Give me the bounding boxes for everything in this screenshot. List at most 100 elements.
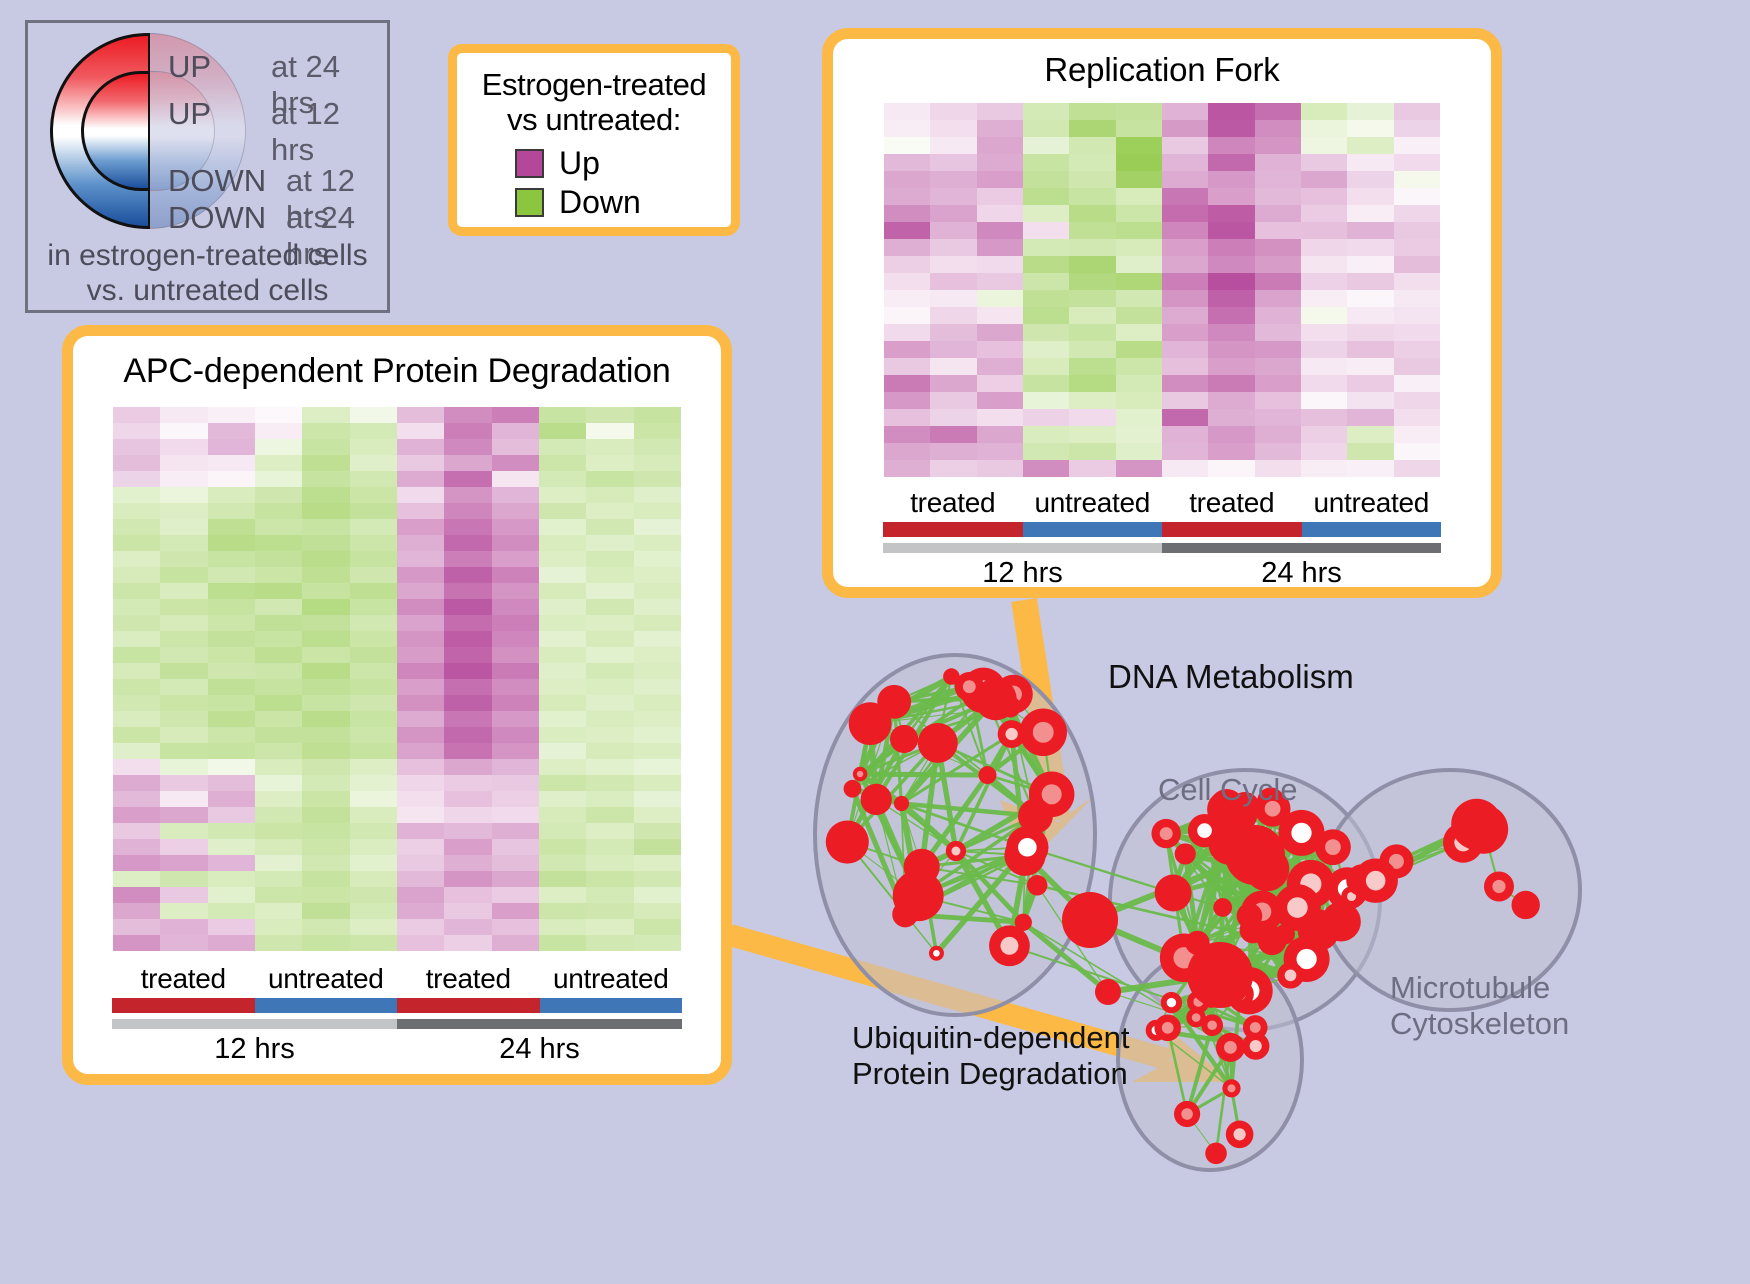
network-node [861, 784, 892, 815]
heatmap-cell [397, 615, 444, 631]
heatmap-cell [208, 727, 255, 743]
heatmap-cell [208, 647, 255, 663]
panel-replication-fork: Replication Fork treated untreated treat… [822, 28, 1502, 598]
axis-group-color-bar-replication [883, 522, 1441, 537]
heatmap-cell [492, 775, 539, 791]
heatmap-cell [397, 599, 444, 615]
heatmap-cell [255, 631, 302, 647]
heatmap-cell [1255, 188, 1301, 205]
heatmap-cell [977, 205, 1023, 222]
heatmap-cell [113, 871, 160, 887]
heatmap-cell [634, 455, 681, 471]
heatmap-cell [539, 647, 586, 663]
square-swatch-icon-up [515, 149, 544, 178]
heatmap-cell [977, 137, 1023, 154]
heatmap-cell [350, 759, 397, 775]
heatmap-cell [1301, 103, 1347, 120]
network-node-core [1181, 1108, 1193, 1120]
heatmap-cell [1394, 409, 1440, 426]
heatmap-cell [977, 171, 1023, 188]
heatmap-cell [634, 679, 681, 695]
heatmap-cell [444, 439, 491, 455]
heatmap-cell [884, 290, 930, 307]
heatmap-cell [586, 743, 633, 759]
heatmap-cell [1301, 307, 1347, 324]
heatmap-cell [1208, 341, 1254, 358]
heatmap-cell [1347, 460, 1393, 477]
heatmap-cell [1069, 256, 1115, 273]
heatmap-cell [586, 535, 633, 551]
heatmap-cell [302, 919, 349, 935]
heatmap-cell [1394, 290, 1440, 307]
heatmap-cell [1162, 222, 1208, 239]
heatmap-cell [113, 439, 160, 455]
heatmap-cell [444, 727, 491, 743]
heatmap-cell [1347, 273, 1393, 290]
heatmap-cell [1023, 137, 1069, 154]
heatmap-cell [492, 903, 539, 919]
heatmap-cell [884, 120, 930, 137]
heatmap-cell [208, 423, 255, 439]
heatmap-cell [1347, 103, 1393, 120]
heatmap-cell [634, 807, 681, 823]
heatmap-cell [586, 407, 633, 423]
heatmap-cell [113, 919, 160, 935]
heatmap-cell [1347, 358, 1393, 375]
heatmap-cell [1116, 324, 1162, 341]
heatmap-cell [539, 535, 586, 551]
heatmap-cell [1162, 358, 1208, 375]
heatmap-cell [1162, 188, 1208, 205]
heatmap-cell [1162, 341, 1208, 358]
heatmap-cell [1023, 307, 1069, 324]
network-node [918, 723, 958, 763]
heatmap-cell [160, 871, 207, 887]
heatmap-cell [977, 120, 1023, 137]
heatmap-cell [350, 439, 397, 455]
heatmap-cell [586, 647, 633, 663]
network-node [1062, 892, 1118, 948]
heatmap-cell [1116, 103, 1162, 120]
heatmap-cell [397, 791, 444, 807]
heatmap-cell [160, 535, 207, 551]
panel-apc-degradation: APC-dependent Protein Degradation treate… [62, 325, 732, 1085]
heatmap-cell [1394, 324, 1440, 341]
heatmap-cell [586, 903, 633, 919]
heatmap-cell [634, 487, 681, 503]
heatmap-cell [255, 647, 302, 663]
heatmap-cell [1162, 103, 1208, 120]
heatmap-cell [539, 823, 586, 839]
heatmap-cell [1394, 103, 1440, 120]
heatmap-cell [884, 392, 930, 409]
heatmap-cell [586, 423, 633, 439]
heatmap-cell [160, 791, 207, 807]
network-node [1237, 903, 1263, 929]
heatmap-cell [255, 855, 302, 871]
heatmap-cell [1347, 443, 1393, 460]
heatmap-cell [539, 487, 586, 503]
heatmap-cell [302, 599, 349, 615]
heatmap-cell [1347, 409, 1393, 426]
heatmap-cell [884, 256, 930, 273]
heatmap-cell [539, 583, 586, 599]
heatmap-cell [1116, 222, 1162, 239]
network-node [890, 725, 918, 753]
heatmap-cell [1208, 375, 1254, 392]
heatmap-cell [1069, 205, 1115, 222]
heatmap-cell [634, 423, 681, 439]
heatmap-cell [492, 839, 539, 855]
heatmap-cell [539, 439, 586, 455]
heatmap-cell [208, 919, 255, 935]
heatmap-cell [586, 791, 633, 807]
heatmap-cell [302, 903, 349, 919]
heatmap-cell [302, 887, 349, 903]
heatmap-cell [444, 935, 491, 951]
heatmap-cell [492, 535, 539, 551]
network-node [1175, 843, 1196, 864]
heatmap-cell [1394, 460, 1440, 477]
heatmap-cell [113, 791, 160, 807]
heatmap-cell [884, 358, 930, 375]
heatmap-cell [586, 503, 633, 519]
heatmap-cell [160, 423, 207, 439]
heatmap-cell [208, 695, 255, 711]
heatmap-cell [397, 887, 444, 903]
